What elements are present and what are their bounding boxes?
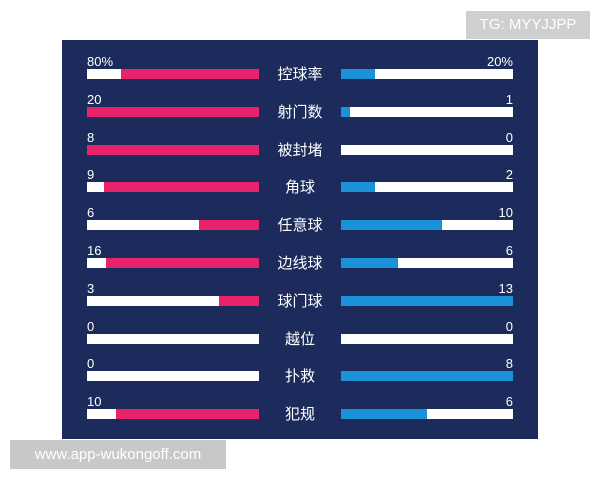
watermark-top: TG: MYYJJPP	[466, 11, 590, 39]
away-value: 6	[505, 394, 513, 409]
stat-label: 角球	[284, 178, 315, 196]
away-bar-fill	[341, 409, 427, 419]
home-value: 16	[87, 243, 102, 258]
home-bar-fill	[87, 145, 259, 155]
stat-label: 射门数	[277, 103, 323, 121]
home-bar	[87, 296, 259, 306]
away-bar	[341, 69, 513, 79]
stat-label: 越位	[284, 330, 315, 348]
stat-row-goal-kicks: 3 球门球 13	[62, 281, 538, 318]
home-bar-fill	[121, 69, 259, 79]
home-value: 0	[87, 319, 95, 334]
stat-label: 球门球	[277, 292, 323, 310]
stat-row-corners: 9 角球 2	[62, 167, 538, 204]
away-value: 20%	[486, 54, 513, 69]
stat-label: 被封堵	[277, 141, 323, 159]
away-bar	[341, 258, 513, 268]
home-bar-fill	[105, 258, 259, 268]
stat-label: 犯规	[284, 405, 315, 423]
home-value: 80%	[87, 54, 114, 69]
home-bar-fill	[116, 409, 259, 419]
home-value: 3	[87, 281, 95, 296]
home-bar-fill	[87, 107, 259, 117]
home-value: 9	[87, 167, 95, 182]
away-bar	[341, 182, 513, 192]
home-bar	[87, 334, 259, 344]
home-value: 10	[87, 394, 102, 409]
stat-label: 扑救	[284, 367, 315, 385]
away-bar-fill	[341, 107, 350, 117]
away-bar	[341, 371, 513, 381]
away-bar-fill	[341, 296, 513, 306]
home-value: 20	[87, 92, 102, 107]
match-stats-panel: 80% 控球率 20% 20 射门数 1 8 被封堵 0 9 角球 2 6 任意…	[62, 40, 538, 439]
away-bar	[341, 334, 513, 344]
stat-row-throw-ins: 16 边线球 6	[62, 243, 538, 280]
away-value: 2	[505, 167, 513, 182]
away-bar	[341, 107, 513, 117]
away-value: 6	[505, 243, 513, 258]
home-value: 8	[87, 130, 95, 145]
away-bar-fill	[341, 220, 443, 230]
away-value: 13	[498, 281, 513, 296]
home-bar	[87, 371, 259, 381]
stat-row-free-kicks: 6 任意球 10	[62, 205, 538, 242]
stat-row-possession: 80% 控球率 20%	[62, 54, 538, 91]
stat-label: 控球率	[277, 65, 323, 83]
away-bar	[341, 409, 513, 419]
away-bar	[341, 296, 513, 306]
home-value: 0	[87, 356, 95, 371]
stat-row-fouls: 10 犯规 6	[62, 394, 538, 431]
away-value: 8	[505, 356, 513, 371]
away-bar-fill	[341, 371, 513, 381]
stat-label: 边线球	[277, 254, 323, 272]
stat-row-offsides: 0 越位 0	[62, 319, 538, 356]
stat-label: 任意球	[277, 216, 323, 234]
home-bar-fill	[198, 220, 259, 230]
home-bar	[87, 409, 259, 419]
home-value: 6	[87, 205, 95, 220]
away-bar-fill	[341, 69, 376, 79]
home-bar	[87, 145, 259, 155]
away-value: 10	[498, 205, 513, 220]
home-bar	[87, 182, 259, 192]
away-bar	[341, 220, 513, 230]
stat-row-shots: 20 射门数 1	[62, 92, 538, 129]
home-bar	[87, 107, 259, 117]
home-bar-fill	[104, 182, 259, 192]
stat-row-blocked: 8 被封堵 0	[62, 130, 538, 167]
home-bar	[87, 258, 259, 268]
away-value: 0	[505, 319, 513, 334]
home-bar-fill	[219, 296, 259, 306]
away-bar-fill	[341, 182, 376, 192]
away-bar	[341, 145, 513, 155]
away-value: 0	[505, 130, 513, 145]
home-bar	[87, 69, 259, 79]
away-bar-fill	[341, 258, 398, 268]
home-bar	[87, 220, 259, 230]
away-value: 1	[505, 92, 513, 107]
watermark-bottom: www.app-wukongoff.com	[10, 440, 226, 469]
stat-row-saves: 0 扑救 8	[62, 356, 538, 393]
